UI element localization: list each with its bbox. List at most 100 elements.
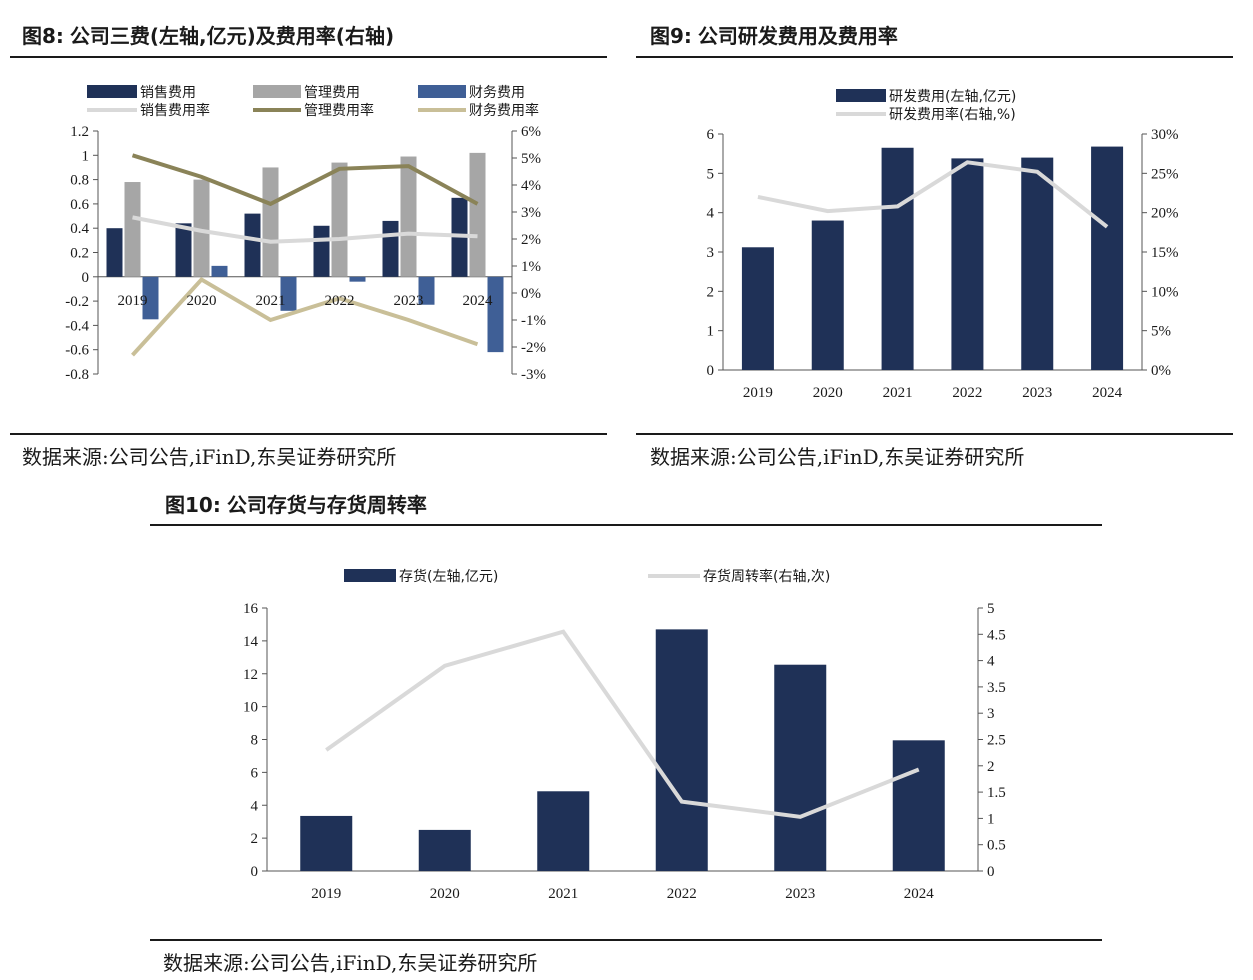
bar xyxy=(331,162,348,277)
x-tick-label: 2024 xyxy=(1092,385,1123,401)
left-tick-label: 0 xyxy=(251,864,259,880)
left-tick-label: 0.8 xyxy=(70,173,89,189)
fig8-title: 图8: 公司三费(左轴,亿元)及费用率(右轴) xyxy=(22,20,400,49)
left-tick-label: 6 xyxy=(707,127,715,143)
legend-swatch xyxy=(87,85,137,98)
x-tick-label: 2021 xyxy=(548,886,578,902)
bar xyxy=(951,158,984,370)
bar xyxy=(262,167,279,277)
bar xyxy=(741,247,774,370)
x-tick-label: 2020 xyxy=(430,886,460,902)
left-tick-label: -0.8 xyxy=(65,367,89,383)
x-tick-label: 2023 xyxy=(785,886,815,902)
series-line xyxy=(132,215,478,244)
fig8-bottom-rule xyxy=(10,433,607,435)
bar xyxy=(349,276,366,282)
left-tick-label: 0.6 xyxy=(70,197,89,213)
x-tick-label: 2019 xyxy=(118,293,148,309)
right-tick-label: 20% xyxy=(1151,206,1179,222)
bar xyxy=(400,156,417,277)
bar xyxy=(487,276,504,353)
fig10-chart: 16 14 12 10 8 6 4 2 0 5 4.5 4 3.5 3 2.5 2 1.5 1 0.5 0 2019 20… xyxy=(243,568,1006,902)
right-tick-label: 3.5 xyxy=(987,680,1006,696)
fig9-bottom-rule xyxy=(636,433,1233,435)
right-tick-label: 10% xyxy=(1151,284,1179,300)
series-line xyxy=(131,153,479,207)
bar xyxy=(469,152,486,277)
right-tick-label: -3% xyxy=(521,367,546,383)
x-tick-label: 2020 xyxy=(813,385,843,401)
fig8-chart: 1.2 1 0.8 0.6 0.4 0.2 0 -0.2 -0.4 -0.6 -0.8 6% 5% 4% 3… xyxy=(65,85,546,383)
fig9-title-text: 公司研发费用及费用率 xyxy=(697,24,898,48)
right-tick-label: 25% xyxy=(1151,166,1179,182)
bar xyxy=(244,213,261,277)
legend-label: 存货周转率(右轴,次) xyxy=(703,568,830,585)
left-tick-label: 0 xyxy=(707,363,715,379)
left-tick-label: 8 xyxy=(251,733,259,749)
fig8-source: 数据来源:公司公告,iFinD,东吴证券研究所 xyxy=(22,445,397,469)
x-tick-label: 2023 xyxy=(394,293,424,309)
fig10-title-number: 图10: xyxy=(165,493,221,517)
bar xyxy=(211,265,228,277)
left-tick-label: 0.2 xyxy=(70,246,89,262)
right-tick-label: -2% xyxy=(521,340,546,356)
x-tick-label: 2024 xyxy=(904,886,935,902)
legend-label: 销售费用率 xyxy=(140,102,210,119)
fig10-top-rule xyxy=(150,524,1102,526)
x-tick-label: 2023 xyxy=(1022,385,1052,401)
right-tick-label: 4 xyxy=(987,654,995,670)
bar xyxy=(418,276,435,305)
fig8-title-text: 公司三费(左轴,亿元)及费用率(右轴) xyxy=(69,24,395,48)
right-tick-label: 2.5 xyxy=(987,733,1006,749)
x-tick-label: 2019 xyxy=(311,886,341,902)
legend-swatch xyxy=(418,85,466,98)
right-tick-label: 4% xyxy=(521,178,541,194)
legend-label: 管理费用率 xyxy=(304,102,374,119)
x-tick-label: 2024 xyxy=(463,293,494,309)
x-tick-label: 2019 xyxy=(743,385,773,401)
fig9-title-number: 图9: xyxy=(650,24,692,48)
legend-label: 财务费用率 xyxy=(469,102,539,119)
fig8-title-number: 图8: xyxy=(22,24,64,48)
legend-label: 存货(左轴,亿元) xyxy=(399,568,498,585)
left-tick-label: 1 xyxy=(707,324,715,340)
series-line xyxy=(757,160,1109,229)
left-tick-label: -0.6 xyxy=(65,343,89,359)
right-tick-label: 0.5 xyxy=(987,838,1006,854)
fig10-title: 图10: 公司存货与存货周转率 xyxy=(165,489,433,518)
right-tick-label: -1% xyxy=(521,313,546,329)
right-tick-label: 5% xyxy=(1151,324,1171,340)
legend-label: 财务费用 xyxy=(469,85,525,101)
right-tick-label: 15% xyxy=(1151,245,1179,261)
fig9-title: 图9: 公司研发费用及费用率 xyxy=(650,20,904,49)
right-tick-label: 0% xyxy=(521,286,541,302)
x-tick-label: 2022 xyxy=(325,293,355,309)
x-tick-label: 2022 xyxy=(667,886,697,902)
bar xyxy=(537,791,590,871)
fig10-bottom-rule xyxy=(150,939,1102,941)
bar xyxy=(280,276,297,311)
left-tick-label: -0.4 xyxy=(65,318,89,334)
bar xyxy=(811,220,844,370)
legend-swatch xyxy=(836,89,886,102)
fig9-top-rule xyxy=(636,56,1233,58)
right-tick-label: 0% xyxy=(1151,363,1171,379)
fig10-source: 数据来源:公司公告,iFinD,东吴证券研究所 xyxy=(163,951,538,975)
right-tick-label: 2% xyxy=(521,232,541,248)
fig9-chart: 6 5 4 3 2 1 0 30% 25% 20% 15% 10% 5% 0% 2019 2020 2021 20… xyxy=(707,89,1179,401)
bar xyxy=(655,629,708,871)
legend-label: 管理费用 xyxy=(304,85,360,101)
x-tick-label: 2021 xyxy=(883,385,913,401)
bar xyxy=(774,664,827,871)
left-tick-label: -0.2 xyxy=(65,294,89,310)
bar xyxy=(1091,146,1124,370)
legend-label: 销售费用 xyxy=(140,85,196,101)
bar xyxy=(892,740,945,871)
bar xyxy=(106,228,123,277)
x-tick-label: 2022 xyxy=(952,385,982,401)
left-tick-label: 2 xyxy=(251,831,259,847)
left-tick-label: 3 xyxy=(707,245,715,261)
right-tick-label: 30% xyxy=(1151,127,1179,143)
fig9-source: 数据来源:公司公告,iFinD,东吴证券研究所 xyxy=(650,445,1025,469)
x-tick-label: 2021 xyxy=(256,293,286,309)
